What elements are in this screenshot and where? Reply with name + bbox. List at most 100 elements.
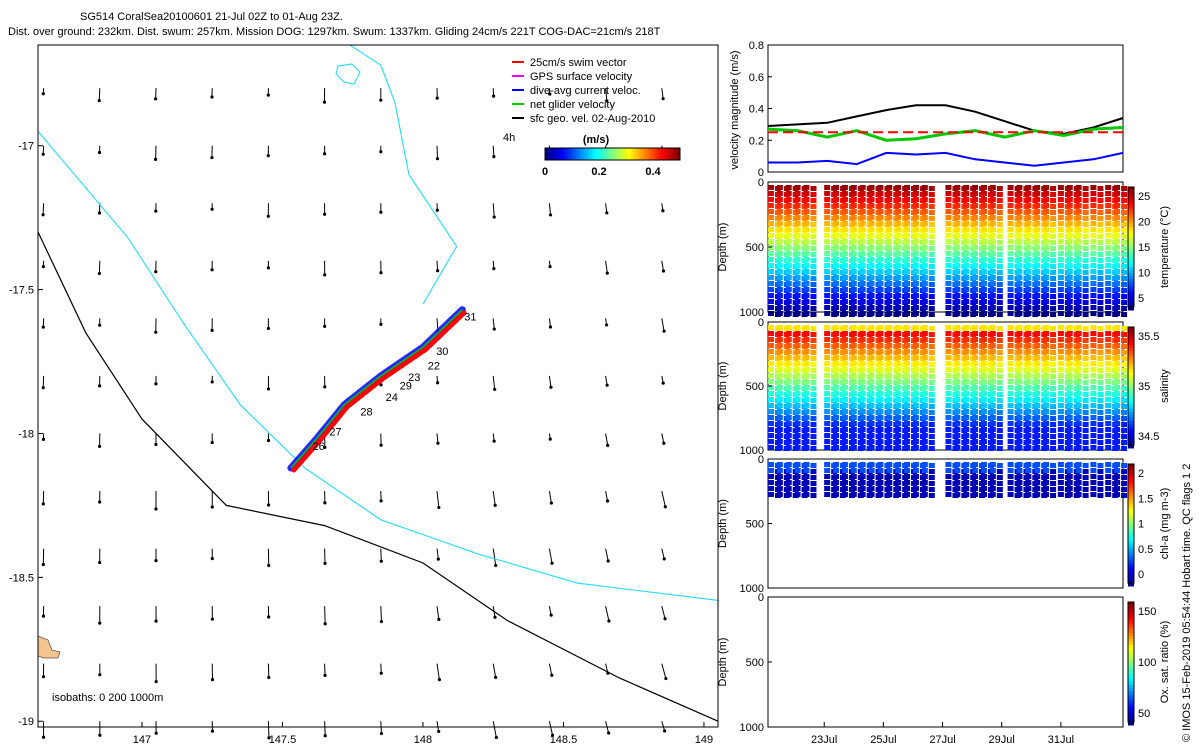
profile-colorbar-cell [1128, 429, 1134, 434]
profile-sample [833, 409, 840, 414]
profile-sample [877, 403, 884, 408]
profile-sample [859, 462, 866, 467]
profile-sample [1043, 251, 1050, 256]
vector-head [379, 271, 383, 275]
vector-arrow [436, 663, 440, 680]
profile-sample [1105, 337, 1112, 342]
profile-sample [776, 337, 783, 342]
profile-sample [1034, 486, 1041, 491]
profile-sample [963, 462, 970, 467]
colorbar-tick-label: 0 [542, 166, 548, 178]
profile-sample [1057, 337, 1064, 342]
colorbar-cell [628, 148, 631, 160]
profile-sample [841, 486, 848, 491]
profile-sample [1050, 362, 1057, 367]
profile-sample [1114, 305, 1121, 310]
depth-tick-label: 0 [758, 454, 764, 466]
profile-sample [928, 270, 935, 275]
profile-sample [1057, 474, 1064, 479]
profile-sample [912, 263, 919, 268]
profile-sample [833, 468, 840, 473]
profile-sample [850, 293, 857, 298]
profile-sample [989, 269, 996, 274]
vector-head [436, 269, 440, 273]
profile-sample [1057, 293, 1064, 298]
vector-head [379, 322, 383, 326]
vector-arrow [661, 663, 667, 679]
profile-sample [794, 209, 801, 214]
profile-sample [972, 337, 979, 342]
profile-sample [785, 480, 792, 485]
profile-sample [1121, 446, 1128, 451]
profile-colorbar-cell [1128, 230, 1134, 234]
profile-sample [904, 263, 911, 268]
profile-sample [928, 469, 935, 474]
profile-colorbar-cell [1128, 611, 1134, 615]
profile-sample [868, 337, 875, 342]
profile-sample [1090, 325, 1097, 330]
profile-sample [1075, 439, 1082, 444]
colorbar-cell [675, 148, 679, 160]
profile-sample [1105, 281, 1112, 286]
profile-sample [963, 293, 970, 298]
profile-sample [1082, 338, 1089, 343]
profile-sample [1066, 305, 1073, 310]
profile-sample [980, 293, 987, 298]
profile-sample [1016, 462, 1023, 467]
profile-sample [1097, 481, 1104, 486]
profile-sample [1121, 264, 1128, 269]
profile-sample [1066, 349, 1073, 354]
profile-sample [980, 239, 987, 244]
profile-sample [810, 252, 817, 257]
profile-sample [877, 197, 884, 202]
profile-sample [980, 209, 987, 214]
profile-sample [1121, 216, 1128, 221]
profile-sample [954, 325, 961, 330]
profile-sample [1105, 275, 1112, 280]
vector-head [607, 619, 611, 623]
profile-sample [1097, 186, 1104, 191]
vector-arrow [492, 375, 496, 390]
profile-sample [1043, 480, 1050, 485]
date-axis: 23Jul 25Jul 27Jul 29Jul 31Jul [811, 722, 1074, 746]
profile-sample [1097, 198, 1104, 203]
profile-sample [767, 251, 774, 256]
profile-sample [850, 468, 857, 473]
profile-sample [954, 197, 961, 202]
profile-sample [810, 210, 817, 215]
profile-sample [1082, 356, 1089, 361]
profile-sample [868, 433, 875, 438]
profile-sample [776, 397, 783, 402]
profile-sample [1034, 233, 1041, 238]
vector-arrow [492, 318, 495, 330]
profile-sample [912, 215, 919, 220]
profile-sample [1007, 391, 1014, 396]
profile-sample [810, 246, 817, 251]
profile-sample [833, 263, 840, 268]
profile-sample [921, 415, 928, 420]
profile-sample [1043, 397, 1050, 402]
profile-sample [824, 433, 831, 438]
profile-sample [1075, 239, 1082, 244]
profile-sample [912, 480, 919, 485]
profile-sample [859, 227, 866, 232]
colorbar-cell [563, 148, 566, 160]
profile-sample [1075, 305, 1082, 310]
profile-sample [954, 331, 961, 336]
profile-sample [1057, 251, 1064, 256]
profile-colorbar-cell [1128, 534, 1134, 538]
profile-sample [1114, 468, 1121, 473]
profile-sample [1097, 210, 1104, 215]
profile-sample [921, 257, 928, 262]
vector-head [210, 677, 215, 682]
profile-sample [859, 379, 866, 384]
profile-sample [1105, 367, 1112, 372]
profile-sample [850, 227, 857, 232]
profile-sample [954, 287, 961, 292]
profile-sample [989, 474, 996, 479]
profile-sample [776, 492, 783, 497]
profile-sample [989, 462, 996, 467]
profile-sample [767, 492, 774, 497]
profile-sample [833, 343, 840, 348]
profile-sample [1034, 209, 1041, 214]
